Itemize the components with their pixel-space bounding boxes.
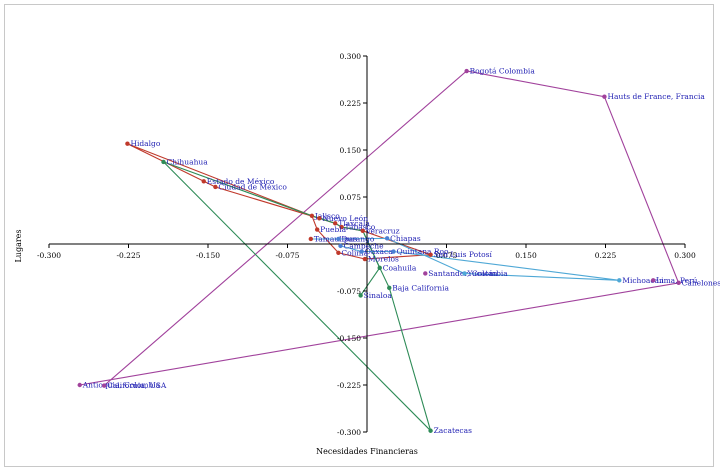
data-point: [651, 278, 656, 283]
axes: -0.300 -0.225 -0.150 -0.075 0.075 0.150 0.225 0…: [37, 52, 696, 437]
data-points: Bogotá Colombia Hauts de France, Francia H…: [77, 67, 720, 435]
point-label: Baja California: [392, 283, 449, 292]
data-point: [428, 428, 433, 433]
data-point: [464, 68, 469, 74]
point-label: Tamaulipas: [314, 234, 357, 243]
data-point: [77, 382, 82, 388]
chart-frame: [4, 4, 714, 467]
point-label: Zacatecas: [434, 426, 472, 435]
point-label: Chiapas: [390, 234, 421, 243]
data-point: [359, 249, 364, 254]
data-point: [333, 221, 338, 226]
x-tick-label: 0.300: [674, 251, 696, 260]
data-point: [423, 271, 428, 276]
x-tick-label: -0.225: [116, 251, 140, 260]
y-tick-label: 0.225: [340, 99, 362, 108]
data-point: [309, 213, 315, 218]
point-label: Bogotá Colombia: [470, 67, 536, 76]
data-point: [602, 94, 607, 99]
point-label: Canelones,: [682, 278, 720, 287]
data-point: [358, 293, 363, 298]
data-point: [101, 383, 107, 388]
point-label: Durango: [341, 234, 375, 243]
y-axis-title: Lugares: [14, 229, 23, 262]
point-label: Veracruz: [365, 226, 400, 235]
point-label: San Luis Potosí: [434, 250, 493, 259]
x-tick-label: -0.300: [37, 251, 61, 260]
y-tick-label: 0.150: [340, 146, 362, 155]
data-point: [161, 159, 166, 165]
data-point: [377, 265, 382, 271]
x-tick-label: -0.150: [196, 251, 220, 260]
data-point: [125, 141, 130, 146]
point-label: Yucatán: [467, 269, 498, 278]
point-label: Ciudad de México: [218, 182, 287, 191]
point-label: Oaxaca: [365, 247, 394, 256]
data-point: [338, 243, 343, 249]
y-tick-label: -0.300: [337, 428, 361, 437]
data-point: [213, 184, 218, 190]
point-label: Lima, Perú: [656, 276, 697, 285]
x-tick-label: 0.075: [436, 251, 458, 260]
point-label: Coahuila: [383, 263, 417, 272]
point-label: Quintana Roo: [397, 247, 450, 256]
point-label: Tabasco: [345, 223, 376, 232]
data-point: [362, 256, 368, 262]
data-point: [360, 228, 365, 234]
point-label: Antioquia, Colombia: [82, 381, 161, 390]
y-tick-label: -0.225: [337, 381, 361, 390]
point-label: Sinaloa: [364, 291, 393, 300]
point-label: Jalisco: [314, 211, 340, 220]
point-label: Puebla: [320, 225, 347, 234]
data-point: [336, 250, 341, 255]
data-point: [391, 249, 396, 254]
x-tick-label: 0.225: [595, 251, 617, 260]
data-point: [201, 179, 206, 184]
y-tick-label: -0.150: [337, 334, 361, 343]
point-label: Hauts de France, Francia: [607, 92, 705, 101]
x-tick-label: -0.075: [275, 251, 299, 260]
y-tick-label: 0.075: [340, 193, 362, 202]
point-label: Campeche: [344, 241, 385, 250]
data-point: [336, 236, 341, 242]
point-label: Santander, Colombia: [428, 269, 508, 278]
point-label: Hidalgo: [130, 139, 160, 148]
data-point: [384, 236, 390, 241]
data-point: [428, 252, 433, 257]
data-point: [617, 278, 622, 283]
point-label: Estado de México: [207, 177, 275, 186]
point-label: Michoacán: [622, 276, 664, 285]
point-label: Colima: [341, 248, 368, 257]
data-point: [339, 224, 344, 230]
data-point: [462, 271, 467, 276]
x-tick-label: 0.150: [515, 251, 537, 260]
data-point: [317, 216, 322, 221]
data-point: [314, 227, 320, 232]
point-label: Morelos: [368, 255, 399, 264]
data-point: [308, 236, 314, 242]
x-axis-title: Necesidades Financieras: [316, 447, 418, 456]
point-label: Chihuahua: [166, 157, 208, 166]
data-point: [676, 280, 681, 286]
point-label: Tlaxcala: [338, 219, 370, 228]
point-label: Nuevo León: [322, 214, 368, 223]
point-label: California, USA: [107, 381, 167, 390]
y-tick-label: -0.075: [337, 287, 361, 296]
y-tick-label: 0.300: [340, 52, 362, 61]
data-point: [387, 285, 392, 291]
